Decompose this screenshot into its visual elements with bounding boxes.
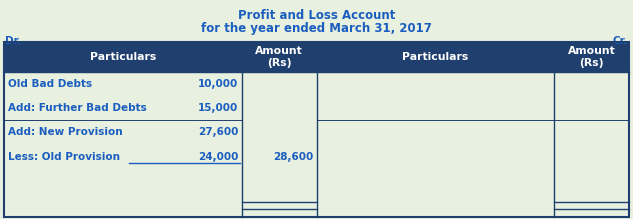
- Bar: [242, 96, 316, 120]
- Bar: [554, 96, 629, 120]
- Bar: [554, 145, 629, 169]
- Bar: [4, 169, 242, 193]
- Bar: [554, 193, 629, 217]
- Bar: [4, 42, 242, 72]
- Bar: [316, 145, 554, 169]
- Bar: [242, 42, 316, 72]
- Text: Old Bad Debts: Old Bad Debts: [8, 79, 92, 89]
- Text: Add: Further Bad Debts: Add: Further Bad Debts: [8, 103, 147, 113]
- Text: 10,000: 10,000: [198, 79, 239, 89]
- Bar: [316, 193, 554, 217]
- Bar: [4, 96, 242, 120]
- Text: 27,600: 27,600: [198, 127, 239, 137]
- Bar: [4, 120, 242, 145]
- Text: Amount
(Rs): Amount (Rs): [568, 46, 615, 68]
- Text: Dr.: Dr.: [5, 36, 22, 46]
- Text: Profit and Loss Account: Profit and Loss Account: [238, 9, 395, 22]
- Bar: [316, 96, 554, 120]
- Bar: [242, 169, 316, 193]
- Text: Amount
(Rs): Amount (Rs): [255, 46, 303, 68]
- Text: 15,000: 15,000: [198, 103, 239, 113]
- Bar: [242, 120, 316, 145]
- Text: Particulars: Particulars: [90, 52, 156, 62]
- Bar: [4, 42, 629, 217]
- Bar: [4, 72, 242, 96]
- Text: 28,600: 28,600: [273, 152, 313, 162]
- Text: Particulars: Particulars: [402, 52, 468, 62]
- Bar: [242, 193, 316, 217]
- Text: Less: Old Provision: Less: Old Provision: [8, 152, 120, 162]
- Bar: [554, 42, 629, 72]
- Bar: [316, 72, 554, 96]
- Bar: [554, 120, 629, 145]
- Text: 24,000: 24,000: [198, 152, 239, 162]
- Bar: [4, 145, 242, 169]
- Bar: [242, 145, 316, 169]
- Bar: [242, 72, 316, 96]
- Text: Cr.: Cr.: [613, 36, 628, 46]
- Text: Add: New Provision: Add: New Provision: [8, 127, 123, 137]
- Bar: [316, 120, 554, 145]
- Text: for the year ended March 31, 2017: for the year ended March 31, 2017: [201, 22, 432, 35]
- Bar: [316, 169, 554, 193]
- Bar: [316, 42, 554, 72]
- Bar: [554, 72, 629, 96]
- Bar: [4, 193, 242, 217]
- Bar: [554, 169, 629, 193]
